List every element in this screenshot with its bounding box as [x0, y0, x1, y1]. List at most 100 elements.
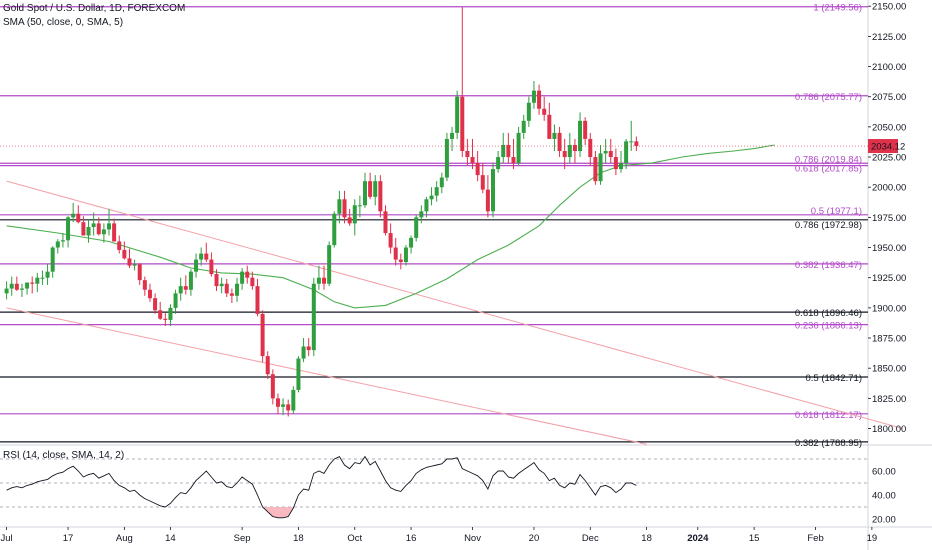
candle-body — [419, 211, 424, 218]
candle-body — [219, 283, 224, 287]
candle-body — [311, 283, 316, 351]
candle-body — [378, 181, 383, 212]
candle — [562, 138, 567, 170]
candle — [86, 219, 91, 243]
candle-body — [409, 237, 414, 248]
candle-body — [491, 169, 495, 212]
time-tick-label: 18 — [641, 533, 652, 544]
time-tick-label: 14 — [165, 533, 176, 544]
candle — [398, 253, 403, 270]
candle-body — [188, 271, 193, 290]
candle — [368, 172, 373, 200]
fib-level-label: 0.382 (1788.95) — [795, 438, 862, 449]
candle — [9, 276, 14, 296]
candle — [322, 265, 327, 290]
candle — [137, 263, 142, 285]
candle — [537, 84, 542, 115]
candle-body — [578, 120, 583, 151]
candle — [598, 144, 603, 185]
candle — [255, 278, 260, 317]
candle-body — [337, 199, 342, 214]
candle-body — [434, 187, 439, 196]
fib-level-label: 0.786 (2075.77) — [795, 92, 862, 103]
candle — [153, 293, 158, 314]
candle-body — [173, 293, 178, 308]
candle-body — [245, 271, 250, 278]
sma-50-line — [6, 144, 775, 309]
candle-body — [235, 283, 239, 296]
candle — [55, 239, 60, 254]
candle-body — [583, 120, 588, 139]
candle-body — [526, 102, 531, 121]
candle-body — [332, 213, 337, 246]
candle-body — [603, 151, 608, 154]
candle — [608, 138, 613, 164]
rsi-oversold-fill — [262, 507, 294, 518]
candle-body — [444, 138, 449, 178]
candle-body — [132, 264, 137, 266]
candle-body — [66, 217, 71, 241]
candle-body — [322, 277, 327, 284]
candle-body — [516, 132, 521, 164]
candle — [557, 126, 562, 158]
time-tick-label: 17 — [63, 533, 74, 544]
candle — [301, 338, 306, 363]
candle — [168, 304, 173, 326]
candle — [327, 241, 332, 287]
candle — [101, 223, 106, 243]
candle-body — [260, 313, 265, 357]
candle-body — [588, 138, 593, 158]
candle — [147, 283, 152, 302]
candle-body — [55, 241, 60, 248]
candle-body — [480, 175, 485, 190]
candle — [450, 126, 455, 151]
rsi-tick-label: 20.00 — [872, 515, 896, 526]
candlestick-series — [4, 7, 639, 417]
candle-body — [316, 277, 321, 284]
rsi-line — [6, 455, 637, 519]
candle-body — [117, 241, 122, 250]
candle-body — [388, 233, 393, 248]
candle — [583, 117, 588, 145]
candle — [414, 214, 419, 242]
candle-body — [306, 346, 311, 351]
time-tick-label: Dec — [582, 533, 599, 544]
candle — [363, 172, 367, 208]
candle-body — [363, 181, 367, 206]
candle — [444, 132, 449, 182]
candle — [250, 271, 255, 290]
candle — [178, 277, 183, 301]
candle-body — [14, 283, 19, 290]
candle — [485, 175, 490, 218]
candle-body — [608, 151, 613, 158]
candle-body — [214, 274, 219, 287]
candle-body — [552, 132, 557, 139]
candle-body — [460, 96, 465, 151]
candle-body — [598, 153, 603, 182]
candle-body — [194, 259, 199, 272]
candle — [25, 282, 30, 295]
candle-body — [450, 132, 455, 139]
candle-body — [25, 282, 30, 289]
candle — [629, 120, 634, 151]
candle — [378, 175, 383, 218]
candle-body — [107, 223, 111, 230]
candle — [501, 132, 506, 164]
candle-body — [101, 229, 106, 235]
candle — [383, 205, 388, 236]
candle — [173, 289, 178, 314]
price-tick-label: 2075.00 — [872, 92, 906, 103]
candle — [45, 264, 50, 285]
candle — [455, 90, 460, 139]
candle-body — [398, 259, 403, 263]
candle — [547, 102, 552, 139]
candle — [429, 187, 434, 206]
candle — [542, 96, 547, 121]
candle-body — [50, 247, 55, 272]
candle-body — [168, 307, 173, 320]
price-tick-label: 1925.00 — [872, 273, 906, 284]
fib-level-label: 0.618 (2017.85) — [795, 164, 862, 175]
candle — [439, 172, 444, 194]
